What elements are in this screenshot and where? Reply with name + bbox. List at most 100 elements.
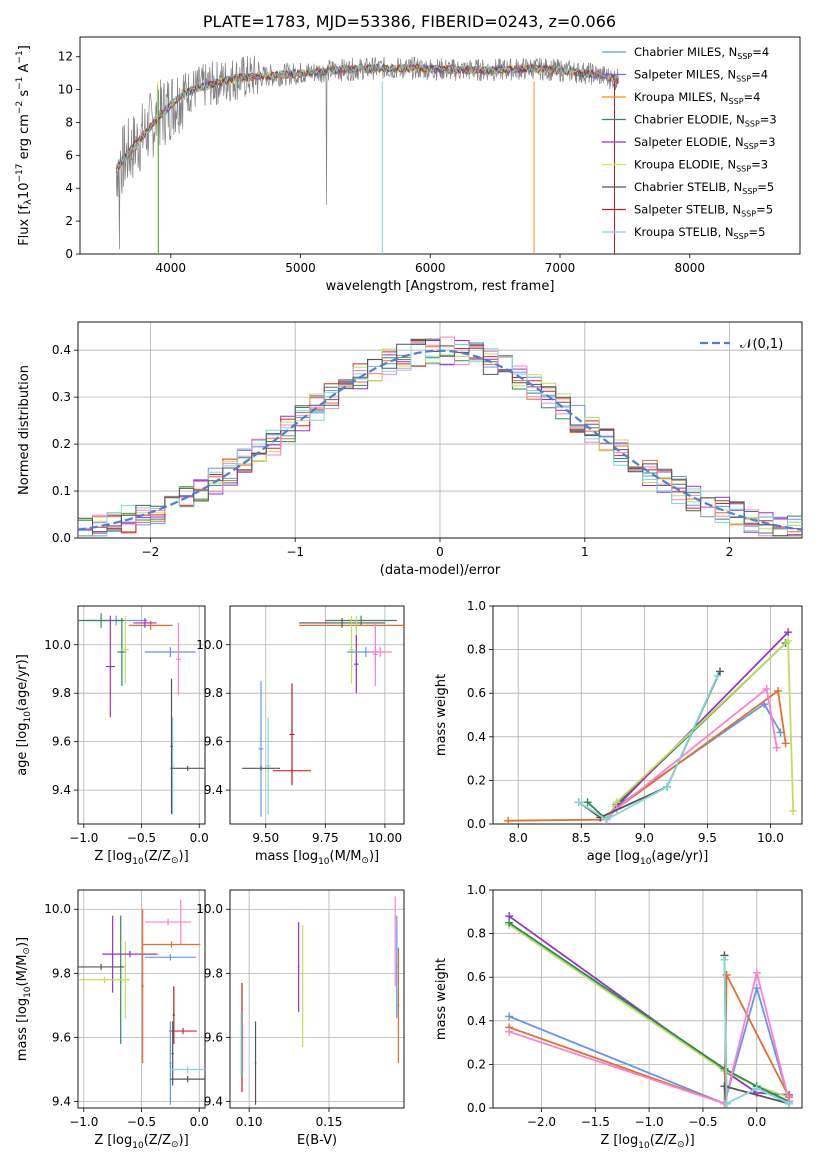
y-tick-label: 1.0	[467, 883, 486, 897]
weight-line	[605, 638, 795, 821]
x-tick-label: −0.5	[127, 1115, 156, 1129]
axes-frame	[77, 889, 206, 1109]
y-tick-label: 0.4	[467, 1014, 486, 1028]
y-tick-label: 9.6	[52, 1030, 71, 1044]
y-tick-label: 0.4	[467, 730, 486, 744]
y-tick-label: 10.0	[196, 902, 223, 916]
y-tick-label: 0.6	[467, 970, 486, 984]
y-tick-label: 0.8	[467, 643, 486, 657]
x-tick-label: 0.10	[236, 1115, 263, 1129]
x-axis-label: mass [log10(M/M⊙)]	[255, 849, 379, 867]
y-tick-label: 0.0	[467, 817, 486, 831]
error-bars	[241, 615, 404, 817]
weight-series	[504, 628, 798, 824]
model-spectrum	[115, 64, 619, 171]
x-tick-label: 8.0	[509, 831, 528, 845]
legend-entry: Salpeter MILES, NSSP=4	[634, 68, 768, 84]
x-tick-label: 8000	[674, 261, 705, 275]
x-tick-label: 10.0	[757, 831, 784, 845]
y-tick-label: 9.6	[204, 1030, 223, 1044]
x-tick-label: 10.00	[368, 831, 402, 845]
x-tick-label: −1.0	[69, 831, 98, 845]
x-axis-label: Z [log10(Z/Z⊙)]	[94, 849, 188, 867]
y-tick-label: 9.4	[204, 783, 223, 797]
legend-entry: Chabrier MILES, NSSP=4	[634, 45, 769, 61]
page-title: PLATE=1783, MJD=53386, FIBERID=0243, z=0…	[202, 12, 617, 31]
x-tick-label: −1.0	[635, 1115, 664, 1129]
y-tick-label: 0.8	[467, 927, 486, 941]
x-tick-label: 9.5	[698, 831, 717, 845]
panel-mass-weight-vs-age: 8.0 8.5 9.0 9.5 10.0 0.0 0.2 0.4 0.6 0.8 1.0 age [l…	[434, 599, 803, 867]
y-tick-label: 9.8	[204, 966, 223, 980]
legend-entry: Chabrier STELIB, NSSP=5	[634, 180, 774, 196]
x-tick-label: 4000	[156, 261, 187, 275]
axes-frame	[229, 889, 405, 1109]
y-tick-label: 0.1	[52, 484, 71, 498]
y-axis-label: Flux [fλ10−17 erg cm−2 s−1 A−1]	[15, 45, 34, 246]
legend-entry: Chabrier ELODIE, NSSP=3	[634, 113, 777, 129]
legend-entry: Kroupa MILES, NSSP=4	[634, 90, 760, 106]
x-tick-label: 2	[726, 545, 734, 559]
axes-frame	[492, 889, 803, 1109]
y-tick-label: 10.0	[196, 638, 223, 652]
spectrum-lines	[115, 55, 619, 254]
x-tick-label: 1	[581, 545, 589, 559]
y-tick-label: 9.8	[204, 686, 223, 700]
x-tick-label: 9.50	[252, 831, 279, 845]
x-tick-label: 6000	[415, 261, 446, 275]
x-tick-label: 0.15	[316, 1115, 343, 1129]
y-tick-label: 0.0	[52, 531, 71, 545]
x-tick-label: −2	[142, 545, 160, 559]
histogram-series	[78, 341, 802, 538]
y-axis-label: mass weight	[434, 958, 449, 1040]
weight-line	[508, 924, 790, 1098]
y-tick-label: 9.8	[52, 966, 71, 980]
weight-line	[508, 984, 790, 1105]
panel-mass-vs-EBV: 0.10 0.15 9.4 9.6 9.8 10.0 E(B-V)	[196, 889, 405, 1148]
y-tick-label: 0.2	[467, 1057, 486, 1071]
weight-line	[508, 689, 787, 822]
axes-frame	[77, 321, 803, 539]
error-bars	[78, 613, 205, 815]
x-tick-label: −2.0	[527, 1115, 556, 1129]
y-tick-label: 0.2	[52, 437, 71, 451]
panel-mass-vs-Z: −1.0 −0.5 0.0 9.4 9.6 9.8 10.0 Z [log10(Z/Z⊙)] m…	[15, 889, 209, 1151]
panel-age-vs-mass: 9.50 9.75 10.00 9.4 9.6 9.8 10.0 mass [log10(M/…	[196, 605, 405, 867]
model-spectrum	[115, 63, 619, 172]
weight-line	[586, 642, 787, 821]
x-tick-label: 7000	[545, 261, 576, 275]
y-tick-label: 9.6	[204, 735, 223, 749]
x-tick-label: 0	[436, 545, 444, 559]
x-axis-label: Z [log10(Z/Z⊙)]	[600, 1133, 694, 1151]
model-spectrum	[115, 62, 619, 173]
x-tick-label: −1	[286, 545, 304, 559]
x-axis-label: (data-model)/error	[380, 563, 501, 578]
x-tick-label: 0.0	[190, 1115, 209, 1129]
y-tick-label: 10	[58, 83, 73, 97]
legend-entry: 𝒩(0,1)	[740, 337, 783, 352]
y-axis-label: mass [log10(M/M⊙)]	[15, 937, 33, 1061]
legend: Chabrier MILES, NSSP=4 Salpeter MILES, NS…	[602, 45, 777, 241]
y-axis-label: mass weight	[434, 674, 449, 756]
y-tick-label: 12	[58, 50, 73, 64]
y-tick-label: 0.0	[467, 1101, 486, 1115]
weight-line	[605, 687, 778, 821]
weight-series	[505, 912, 794, 1108]
x-tick-label: 5000	[285, 261, 316, 275]
y-tick-label: 1.0	[467, 599, 486, 613]
y-tick-label: 0.3	[52, 390, 71, 404]
x-axis-label: age [log10(age/yr)]	[587, 849, 709, 867]
x-axis-label: E(B-V)	[297, 1133, 337, 1148]
y-tick-label: 6	[65, 148, 73, 162]
x-axis-label: wavelength [Angstrom, rest frame]	[326, 279, 555, 294]
y-tick-label: 9.4	[204, 1095, 223, 1109]
y-tick-label: 0.2	[467, 773, 486, 787]
weight-line	[723, 959, 790, 1106]
x-tick-label: 9.0	[635, 831, 654, 845]
y-tick-label: 9.4	[52, 783, 71, 797]
weight-line	[508, 921, 790, 1103]
y-tick-label: 9.8	[52, 686, 71, 700]
y-tick-label: 10.0	[44, 902, 71, 916]
